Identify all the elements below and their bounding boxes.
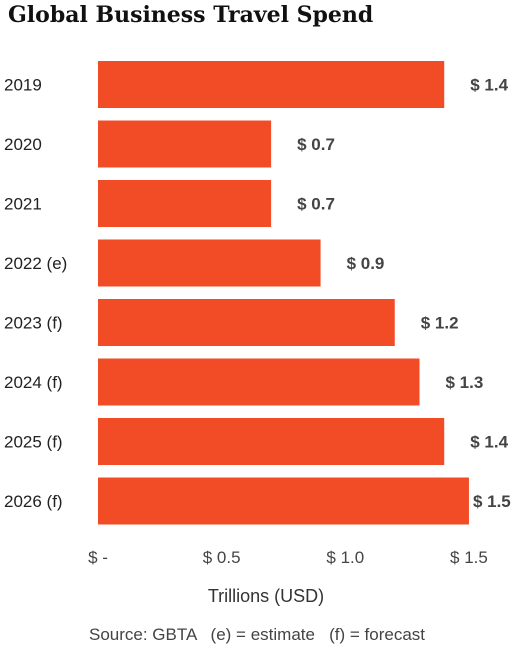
value-label: $ 0.7 (297, 135, 335, 154)
x-tick-label: $ 1.0 (326, 548, 364, 567)
x-tick-label: $ 1.5 (450, 548, 488, 567)
bar (98, 358, 420, 406)
value-label: $ 1.3 (445, 373, 483, 392)
category-label: 2025 (f) (4, 433, 63, 452)
value-label: $ 1.4 (470, 433, 508, 452)
value-label: $ 0.9 (347, 254, 385, 273)
value-labels-group: $ 1.4 $ 0.7 $ 0.7 $ 0.9 $ 1.2 $ 1.3 $ 1.4 $ 1.5 (297, 76, 511, 512)
bar (98, 180, 272, 227)
category-label: 2021 (4, 195, 42, 214)
value-label: $ 1.4 (470, 76, 508, 95)
category-label: 2019 (4, 76, 42, 95)
category-label: 2020 (4, 135, 42, 154)
x-tick-label: $ - (88, 548, 108, 567)
bar (98, 477, 469, 525)
x-axis-label: Trillions (USD) (207, 586, 325, 606)
x-tick-labels-group: $ - $ 0.5 $ 1.0 $ 1.5 (88, 548, 488, 567)
bar (98, 299, 395, 346)
bar (98, 239, 321, 287)
source-note: Source: GBTA (e) = estimate (f) = foreca… (88, 625, 426, 644)
bar (98, 120, 272, 168)
x-tick-label: $ 0.5 (203, 548, 241, 567)
value-label: $ 0.7 (297, 195, 335, 214)
category-label: 2022 (e) (4, 254, 67, 273)
value-label: $ 1.5 (473, 492, 511, 511)
value-label: $ 1.2 (421, 314, 459, 333)
bar (98, 61, 445, 108)
category-label: 2026 (f) (4, 492, 63, 511)
category-label: 2023 (f) (4, 314, 63, 333)
category-labels-group: 2019 2020 2021 2022 (e) 2023 (f) 2024 (f) 2025… (4, 76, 67, 512)
bars-group (98, 61, 469, 525)
bar (98, 418, 445, 465)
chart-title: Global Business Travel Spend (8, 2, 374, 28)
category-label: 2024 (f) (4, 373, 63, 392)
